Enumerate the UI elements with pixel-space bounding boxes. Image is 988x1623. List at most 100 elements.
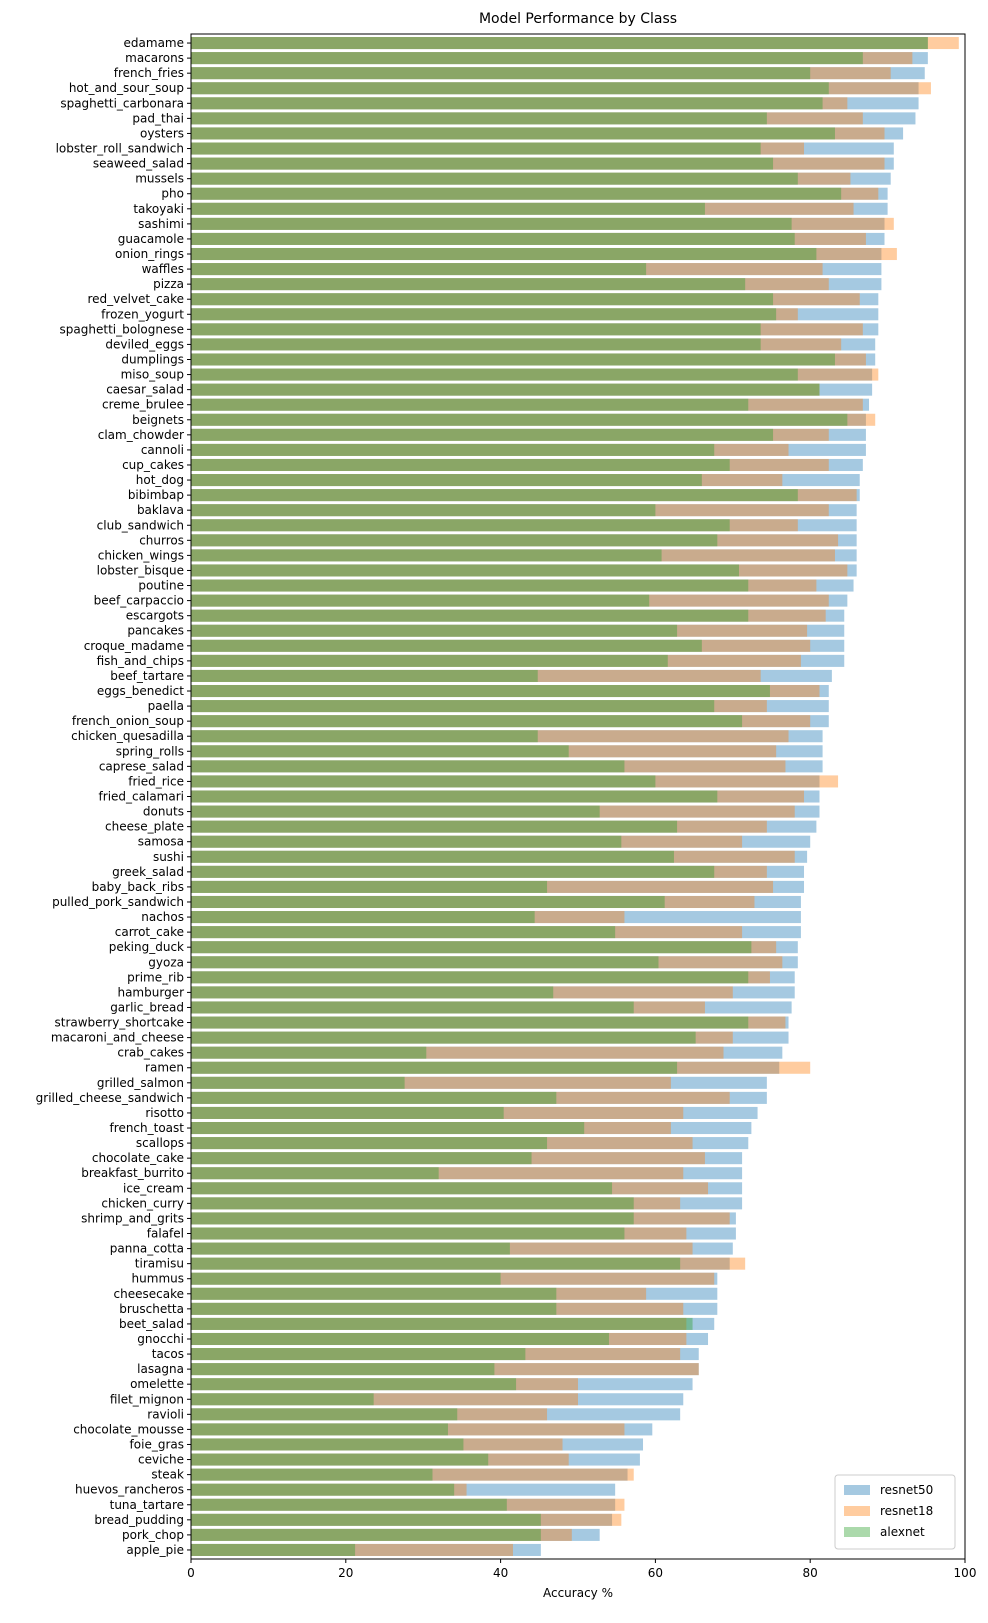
bar-resnet18-cannoli xyxy=(191,443,789,456)
bar-resnet18-french_onion_soup xyxy=(191,715,811,728)
category-label: french_fries xyxy=(114,66,184,80)
bar-alexnet-carrot_cake xyxy=(191,926,616,939)
bar-alexnet-cup_cakes xyxy=(191,458,730,472)
bar-alexnet-miso_soup xyxy=(191,368,798,381)
bar-resnet50-apple_pie xyxy=(191,1543,541,1556)
bar-alexnet-red_velvet_cake xyxy=(191,293,774,306)
bar-resnet50-churros xyxy=(191,534,857,547)
bar-resnet50-pho xyxy=(191,187,888,200)
category-label: ceviche xyxy=(138,1453,184,1467)
bar-resnet50-miso_soup xyxy=(191,368,873,381)
bar-resnet18-samosa xyxy=(191,835,743,848)
bar-alexnet-grilled_salmon xyxy=(191,1076,405,1089)
bar-resnet50-shrimp_and_grits xyxy=(191,1212,736,1225)
category-label: huevos_rancheros xyxy=(75,1483,184,1497)
bar-resnet50-ramen xyxy=(191,1061,780,1074)
category-label: strawberry_shortcake xyxy=(54,1016,184,1030)
bar-alexnet-pork_chop xyxy=(191,1528,541,1541)
category-label: samosa xyxy=(138,835,184,849)
bar-alexnet-samosa xyxy=(191,835,622,848)
category-label: gnocchi xyxy=(137,1332,184,1346)
bar-resnet18-apple_pie xyxy=(191,1543,513,1556)
bar-resnet18-scallops xyxy=(191,1137,693,1150)
bar-alexnet-oysters xyxy=(191,127,835,140)
bar-alexnet-macarons xyxy=(191,52,863,65)
bar-resnet50-chicken_wings xyxy=(191,549,857,562)
bar-alexnet-baklava xyxy=(191,504,656,517)
category-label: hot_dog xyxy=(136,473,184,487)
bar-alexnet-french_fries xyxy=(191,67,811,80)
bar-resnet50-pad_thai xyxy=(191,112,916,125)
bar-resnet50-french_fries xyxy=(191,67,925,80)
bar-resnet18-strawberry_shortcake xyxy=(191,1016,786,1029)
bar-alexnet-chocolate_mousse xyxy=(191,1423,448,1436)
bar-resnet18-fried_rice xyxy=(191,775,839,788)
bar-resnet50-fish_and_chips xyxy=(191,654,845,667)
bar-alexnet-tiramisu xyxy=(191,1257,681,1270)
bar-alexnet-panna_cotta xyxy=(191,1242,510,1255)
bar-resnet50-hamburger xyxy=(191,986,795,999)
bar-alexnet-club_sandwich xyxy=(191,519,730,532)
bar-alexnet-huevos_rancheros xyxy=(191,1483,455,1496)
bar-resnet18-sashimi xyxy=(191,217,894,230)
bar-alexnet-breakfast_burrito xyxy=(191,1167,439,1180)
bar-resnet18-spaghetti_bolognese xyxy=(191,323,863,336)
bar-alexnet-beignets xyxy=(191,413,848,426)
bar-resnet18-lobster_bisque xyxy=(191,564,848,577)
category-labels: edamamemacaronsfrench_frieshot_and_sour_… xyxy=(36,36,191,1557)
bar-alexnet-tuna_tartare xyxy=(191,1498,507,1511)
bar-alexnet-croque_madame xyxy=(191,639,702,652)
category-label: omelette xyxy=(130,1377,184,1391)
bar-resnet50-beef_tartare xyxy=(191,669,832,682)
bar-resnet50-escargots xyxy=(191,609,845,622)
bar-resnet50-hot_and_sour_soup xyxy=(191,82,919,95)
bar-resnet50-cup_cakes xyxy=(191,458,863,472)
bar-alexnet-ramen xyxy=(191,1061,678,1074)
bar-resnet18-edamame xyxy=(191,37,959,50)
bar-resnet18-tacos xyxy=(191,1348,681,1361)
bar-alexnet-macaroni_and_cheese xyxy=(191,1031,696,1044)
series-resnet18 xyxy=(191,37,959,1556)
bar-resnet18-beignets xyxy=(191,413,876,426)
bar-alexnet-guacamole xyxy=(191,232,795,245)
bar-alexnet-lasagna xyxy=(191,1363,495,1376)
bar-alexnet-frozen_yogurt xyxy=(191,308,777,321)
category-label: spaghetti_carbonara xyxy=(60,96,184,110)
category-label: guacamole xyxy=(118,232,184,246)
bar-alexnet-omelette xyxy=(191,1378,517,1391)
category-label: club_sandwich xyxy=(97,518,184,532)
bar-resnet50-waffles xyxy=(191,263,882,276)
bar-alexnet-bruschetta xyxy=(191,1302,557,1315)
bar-resnet18-chocolate_cake xyxy=(191,1152,705,1165)
bar-resnet18-guacamole xyxy=(191,232,866,245)
category-label: prime_rib xyxy=(127,970,184,984)
bar-resnet18-poutine xyxy=(191,579,817,592)
category-label: takoyaki xyxy=(133,202,184,216)
bar-alexnet-pizza xyxy=(191,278,746,291)
bar-resnet50-steak xyxy=(191,1468,628,1481)
bar-alexnet-hummus xyxy=(191,1272,501,1285)
bar-alexnet-spaghetti_bolognese xyxy=(191,323,761,336)
bar-resnet18-eggs_benedict xyxy=(191,684,820,698)
category-label: greek_salad xyxy=(112,865,184,879)
bar-resnet18-gnocchi xyxy=(191,1332,687,1346)
bar-alexnet-chicken_quesadilla xyxy=(191,730,538,743)
bar-alexnet-shrimp_and_grits xyxy=(191,1212,634,1225)
bar-resnet18-chocolate_mousse xyxy=(191,1423,625,1436)
category-label: bread_pudding xyxy=(94,1513,184,1527)
category-label: edamame xyxy=(124,36,184,50)
bar-resnet18-croque_madame xyxy=(191,639,811,652)
bar-alexnet-grilled_cheese_sandwich xyxy=(191,1091,557,1104)
bar-resnet18-takoyaki xyxy=(191,202,854,215)
bar-resnet18-creme_brulee xyxy=(191,398,863,411)
bar-alexnet-lobster_bisque xyxy=(191,564,739,577)
bar-resnet18-red_velvet_cake xyxy=(191,293,860,306)
bar-resnet50-panna_cotta xyxy=(191,1242,733,1255)
bar-alexnet-garlic_bread xyxy=(191,1001,634,1014)
category-label: creme_brulee xyxy=(102,398,184,412)
bar-alexnet-fried_calamari xyxy=(191,790,718,803)
bar-resnet50-onion_rings xyxy=(191,247,882,261)
bar-resnet18-bruschetta xyxy=(191,1302,684,1315)
bar-resnet50-dumplings xyxy=(191,353,876,366)
